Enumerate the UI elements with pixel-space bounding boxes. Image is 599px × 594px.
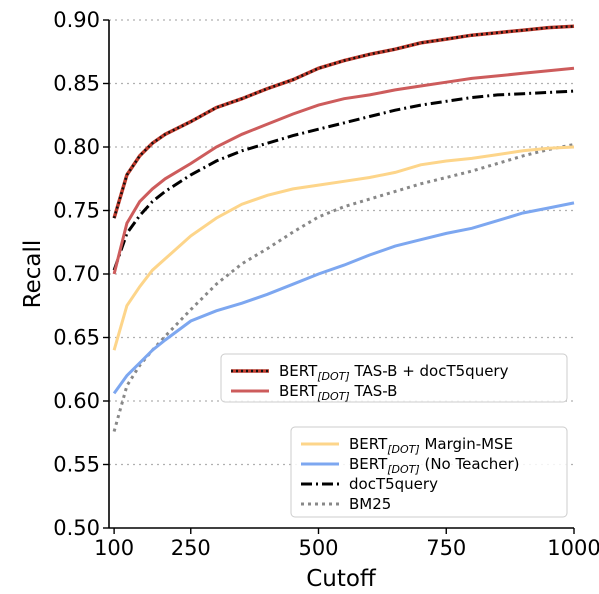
series-line-2 [112,145,575,351]
legend-label: BERT[DOT] TAS-B + docT5query [279,362,509,383]
series-line-5 [112,143,575,432]
y-tick-label: 0.80 [53,135,100,159]
x-axis-label: Cutoff [306,566,377,592]
legend-label: BERT[DOT] Margin-MSE [349,435,513,456]
legend-box [220,353,568,403]
y-tick-label: 0.65 [53,326,100,350]
legend-label: BM25 [349,495,391,513]
y-tick-label: 0.90 [53,8,100,32]
x-tick-label: 1000 [547,536,599,560]
x-tick-label: 100 [94,536,134,560]
legend-box [290,426,568,518]
legend-label: BERT[DOT] TAS-B [279,382,397,403]
series-line-1 [112,66,575,275]
series-layer [112,24,575,432]
y-tick-label: 0.75 [53,199,100,223]
y-tick-label: 0.50 [53,516,100,540]
legend-label: docT5query [349,475,438,493]
ticks: 0.50 0.55 0.60 0.65 0.70 0.75 0.80 0.85 0.90 100 2… [53,8,599,560]
y-tick-label: 0.70 [53,262,100,286]
series-line-tasb-doct5query-dots [112,25,575,219]
x-tick-label: 250 [171,536,211,560]
x-tick-label: 750 [426,536,466,560]
series-line-4 [112,89,575,271]
x-tick-label: 500 [298,536,338,560]
y-tick-label: 0.55 [53,453,100,477]
series-line-3 [112,201,575,395]
legend-label: BERT[DOT] (No Teacher) [349,455,520,476]
y-axis-label: Recall [20,240,46,309]
y-tick-label: 0.60 [53,389,100,413]
y-tick-label: 0.85 [53,72,100,96]
